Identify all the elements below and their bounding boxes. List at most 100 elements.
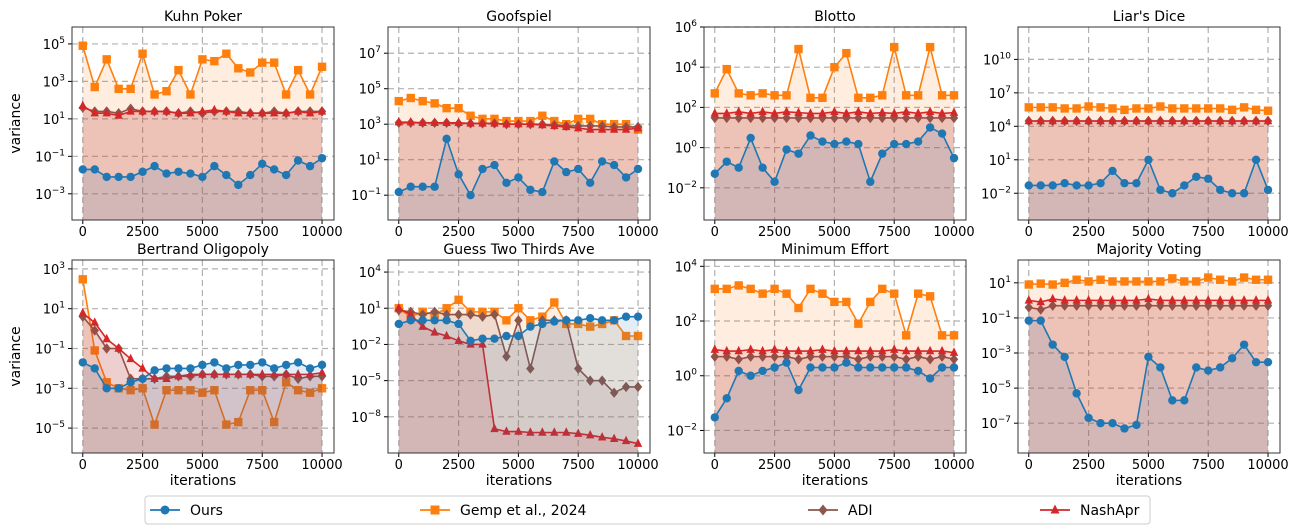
marker-circle	[394, 319, 403, 329]
y-tick-label: 10−2	[981, 185, 1011, 202]
marker-diamond	[734, 112, 743, 124]
marker-circle	[854, 139, 863, 149]
marker-triangle	[90, 108, 99, 117]
marker-triangle	[818, 108, 827, 117]
subplot-guess-two-thirds-ave: 0 2500 5000 7500 10000 10−8 10−5 10−2 101 104 Gues…	[351, 242, 659, 489]
marker-circle	[317, 153, 327, 163]
marker-square	[186, 386, 195, 395]
marker-triangle	[1156, 295, 1165, 304]
marker-triangle	[430, 327, 439, 336]
marker-triangle	[234, 108, 243, 117]
y-tick-label: 10−5	[35, 420, 65, 437]
marker-circle	[1072, 389, 1081, 398]
marker-square	[78, 41, 87, 50]
marker-circle	[830, 363, 839, 372]
band-nashapr	[82, 105, 323, 220]
marker-diamond	[937, 351, 947, 362]
band-gemp-et-al-	[714, 47, 955, 220]
series-group	[78, 41, 327, 220]
x-tick-label: 10000	[617, 225, 658, 240]
marker-square	[574, 114, 583, 124]
subplot-title: Blotto	[814, 9, 856, 25]
marker-circle	[770, 363, 779, 372]
marker-circle	[442, 316, 451, 325]
marker-square	[722, 64, 731, 74]
marker-triangle	[478, 339, 487, 348]
marker-circle	[746, 371, 755, 380]
marker-diamond	[842, 351, 851, 362]
y-tick-label: 104	[675, 258, 698, 275]
x-tick-label: 5000	[186, 225, 219, 240]
x-tick-label: 5000	[818, 225, 851, 240]
marker-triangle	[150, 106, 159, 115]
y-tick-label: 10−5	[981, 380, 1011, 397]
marker-triangle	[1072, 115, 1081, 125]
marker-circle	[538, 319, 547, 329]
x-tick-label: 2500	[758, 458, 791, 473]
y-tick-label: 107	[989, 85, 1011, 102]
marker-square	[1227, 105, 1237, 115]
marker-circle	[1024, 181, 1033, 190]
series-group	[1024, 273, 1273, 453]
marker-square	[174, 386, 183, 395]
marker-circle	[1096, 178, 1105, 188]
marker-triangle	[514, 426, 523, 435]
subplot-title: Liar's Dice	[1113, 9, 1186, 25]
marker-circle	[609, 160, 619, 170]
marker-square	[102, 55, 111, 64]
subplot-kuhn-poker: 0 2500 5000 7500 10000 10−3 10−1 101 103 105 Kuhn …	[8, 9, 343, 240]
marker-triangle	[1227, 295, 1237, 304]
marker-triangle	[782, 345, 791, 355]
x-tick-label: 0	[79, 225, 87, 240]
marker-triangle	[878, 345, 887, 355]
marker-circle	[1227, 189, 1237, 198]
x-tick-label: 0	[1025, 225, 1033, 240]
marker-circle	[305, 161, 315, 171]
marker-circle	[466, 190, 475, 200]
marker-triangle	[490, 423, 499, 433]
marker-diamond	[746, 351, 755, 362]
marker-triangle	[1024, 295, 1033, 304]
marker-circle	[574, 164, 583, 174]
marker-diamond	[574, 363, 583, 374]
marker-triangle	[406, 309, 415, 318]
marker-circle	[317, 360, 327, 370]
marker-triangle	[806, 345, 815, 355]
legend-label: NashApr	[1080, 503, 1140, 519]
series-group	[1024, 102, 1273, 220]
marker-diamond	[710, 351, 719, 362]
band-adi	[1028, 120, 1269, 220]
marker-triangle	[949, 347, 959, 356]
marker-triangle	[1180, 115, 1189, 125]
marker-circle	[925, 123, 935, 132]
subplot-title: Majority Voting	[1096, 242, 1201, 258]
band-gemp-et-al-	[82, 45, 323, 220]
marker-circle	[806, 363, 815, 372]
marker-square	[878, 284, 887, 294]
marker-triangle	[550, 120, 559, 130]
marker-triangle	[878, 107, 887, 116]
marker-circle	[585, 178, 595, 187]
marker-circle	[150, 161, 159, 171]
marker-triangle	[609, 124, 619, 133]
band-ours	[82, 362, 323, 453]
marker-triangle	[722, 345, 731, 355]
marker-circle	[878, 363, 887, 372]
band-adi	[398, 310, 639, 453]
marker-square	[710, 284, 719, 294]
marker-circle	[901, 363, 911, 372]
marker-square	[901, 91, 911, 100]
marker-circle	[1132, 420, 1141, 430]
marker-triangle	[1084, 115, 1093, 125]
legend-label: ADI	[848, 503, 873, 519]
x-tick-label: 2500	[126, 225, 159, 240]
marker-square	[1168, 274, 1177, 283]
marker-circle	[162, 169, 171, 178]
marker-circle	[1215, 185, 1225, 195]
marker-circle	[418, 182, 427, 191]
marker-circle	[126, 172, 135, 182]
marker-triangle	[574, 122, 583, 132]
marker-triangle	[562, 121, 571, 131]
marker-square	[937, 331, 947, 340]
marker-triangle	[317, 106, 327, 115]
